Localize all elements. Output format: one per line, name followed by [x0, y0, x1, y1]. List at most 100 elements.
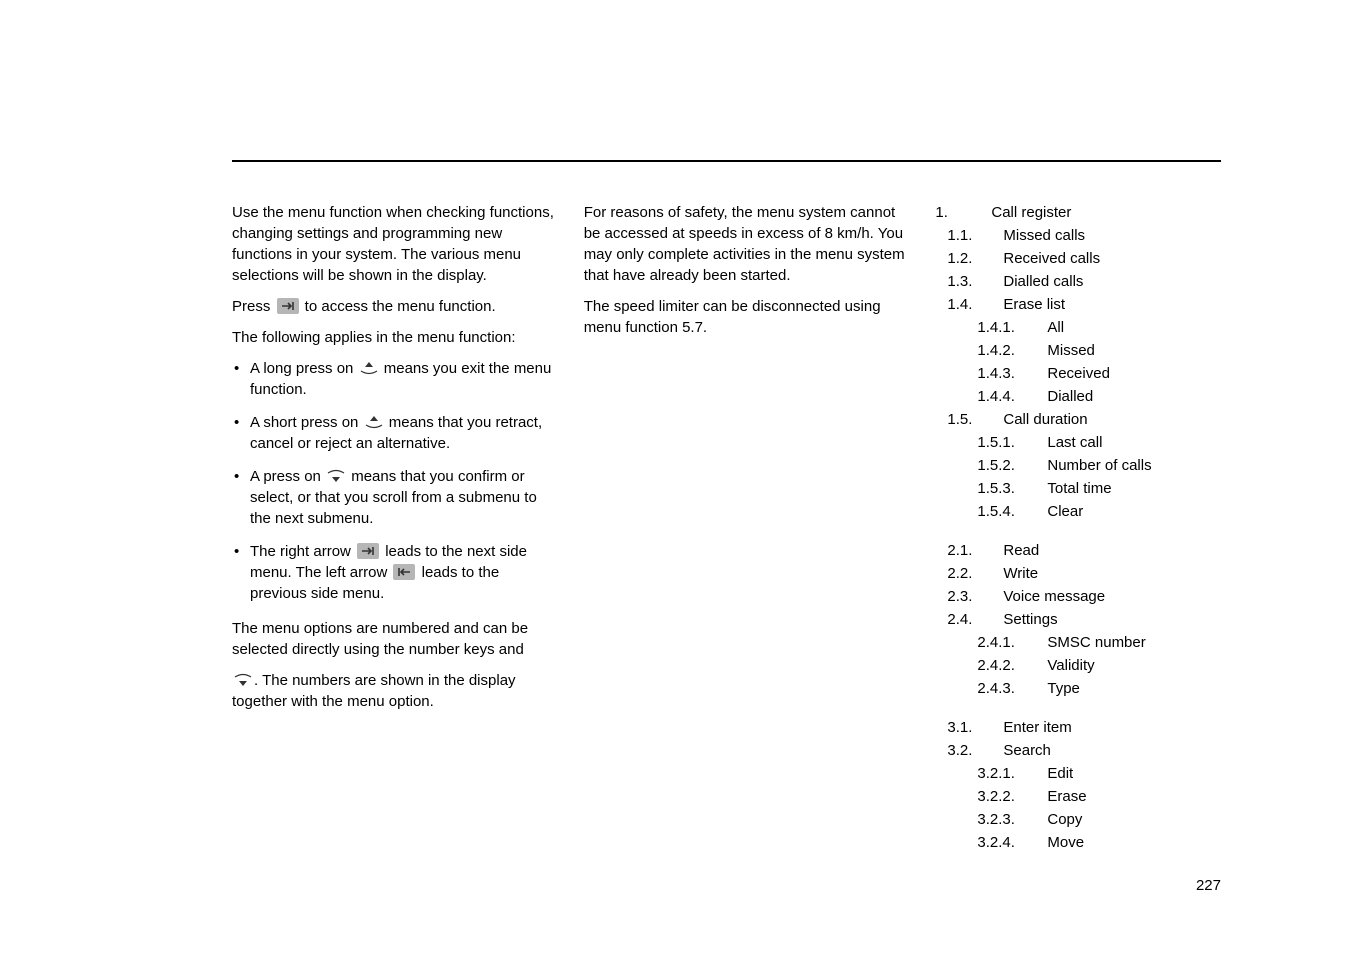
- press-post: to access the menu function.: [301, 298, 496, 315]
- column-3-menu-tree: 1.Call register1.1.Missed calls1.2.Recei…: [935, 202, 1221, 855]
- menu-item-number: 1.5.2.: [977, 455, 1047, 476]
- menu-item: 2.4.Settings: [935, 609, 1221, 630]
- speed-limiter-paragraph: The speed limiter can be disconnected us…: [584, 296, 908, 338]
- menu-item-number: 2.3.: [947, 586, 1003, 607]
- menu-item: 1.5.3.Total time: [935, 478, 1221, 499]
- menu-item: 2.4.1.SMSC number: [935, 632, 1221, 653]
- menu-item-label: Dialled calls: [1003, 271, 1083, 292]
- menu-item-number: 1.5.: [947, 409, 1003, 430]
- press-pre: Press: [232, 298, 275, 315]
- menu-item: 1.2.Received calls: [935, 248, 1221, 269]
- nav-down-icon: [326, 468, 346, 482]
- menu-item: 1.4.2.Missed: [935, 340, 1221, 361]
- bullet-item: A long press on means you exit the menu …: [232, 358, 556, 400]
- bullet-item: A short press on means that you retract,…: [232, 412, 556, 454]
- nav-down-icon: [233, 672, 253, 686]
- menu-item-label: Validity: [1047, 655, 1094, 676]
- menu-item: 3.2.Search: [935, 740, 1221, 761]
- menu-item-label: Move: [1047, 832, 1084, 853]
- menu-item: 3.2.2.Erase: [935, 786, 1221, 807]
- menu-item-number: 1.1.: [947, 225, 1003, 246]
- menu-item: 1.5.2.Number of calls: [935, 455, 1221, 476]
- menu-item-label: Type: [1047, 678, 1080, 699]
- menu-item-number: 1.4.1.: [977, 317, 1047, 338]
- menu-item-label: Total time: [1047, 478, 1111, 499]
- columns: Use the menu function when checking func…: [232, 202, 1221, 855]
- bullet-item: The right arrow leads to the next side m…: [232, 541, 556, 604]
- menu-item-number: 3.2.: [947, 740, 1003, 761]
- menu-item-number: 1.4.3.: [977, 363, 1047, 384]
- menu-item-label: Received: [1047, 363, 1110, 384]
- menu-item: 3.2.3.Copy: [935, 809, 1221, 830]
- nav-up-icon: [359, 360, 379, 374]
- menu-item: 1.4.1.All: [935, 317, 1221, 338]
- intro-paragraph: Use the menu function when checking func…: [232, 202, 556, 286]
- menu-item-number: 3.2.4.: [977, 832, 1047, 853]
- column-2: For reasons of safety, the menu system c…: [584, 202, 908, 855]
- menu-item: 2.2.Write: [935, 563, 1221, 584]
- menu-item: 3.2.4.Move: [935, 832, 1221, 853]
- column-1: Use the menu function when checking func…: [232, 202, 556, 855]
- menu-item: 1.5.Call duration: [935, 409, 1221, 430]
- menu-item-label: Copy: [1047, 809, 1082, 830]
- bullet-list: A long press on means you exit the menu …: [232, 358, 556, 604]
- menu-item-label: Last call: [1047, 432, 1102, 453]
- press-line: Press to access the menu function.: [232, 296, 556, 317]
- menu-item-number: 3.2.2.: [977, 786, 1047, 807]
- menu-item-number: 2.2.: [947, 563, 1003, 584]
- menu-section-gap: [935, 524, 1221, 540]
- menu-item: 1.5.1.Last call: [935, 432, 1221, 453]
- menu-item-label: Received calls: [1003, 248, 1100, 269]
- menu-item-label: Search: [1003, 740, 1051, 761]
- menu-item-label: Erase list: [1003, 294, 1065, 315]
- menu-item-label: Call register: [991, 202, 1071, 223]
- menu-item-number: 1.: [935, 202, 991, 223]
- menu-item-number: 2.4.2.: [977, 655, 1047, 676]
- menu-item-label: Call duration: [1003, 409, 1087, 430]
- menu-item-number: 1.5.3.: [977, 478, 1047, 499]
- menu-item-label: Settings: [1003, 609, 1057, 630]
- menu-section-gap: [935, 701, 1221, 717]
- menu-item-label: Dialled: [1047, 386, 1093, 407]
- menu-item-label: Missed: [1047, 340, 1095, 361]
- right-arrow-icon: [357, 543, 379, 559]
- header-rule: [232, 160, 1221, 162]
- menu-item-number: 2.4.3.: [977, 678, 1047, 699]
- menu-item-number: 1.3.: [947, 271, 1003, 292]
- menu-item-label: Write: [1003, 563, 1038, 584]
- menu-item: 3.2.1.Edit: [935, 763, 1221, 784]
- menu-item-label: Clear: [1047, 501, 1083, 522]
- menu-item-label: Missed calls: [1003, 225, 1085, 246]
- page-number: 227: [1196, 877, 1221, 894]
- menu-item-label: Number of calls: [1047, 455, 1151, 476]
- menu-item: 2.4.2.Validity: [935, 655, 1221, 676]
- nav-up-icon: [364, 414, 384, 428]
- right-arrow-button-icon: [277, 298, 299, 314]
- menu-item-label: Erase: [1047, 786, 1086, 807]
- menu-item-number: 3.2.3.: [977, 809, 1047, 830]
- menu-item-label: Read: [1003, 540, 1039, 561]
- menu-item-number: 1.4.2.: [977, 340, 1047, 361]
- menu-item-number: 3.1.: [947, 717, 1003, 738]
- menu-item-number: 2.1.: [947, 540, 1003, 561]
- shortcut-post: . The numbers are shown in the display t…: [232, 672, 516, 710]
- menu-item: 1.1.Missed calls: [935, 225, 1221, 246]
- menu-item: 1.Call register: [935, 202, 1221, 223]
- menu-item: 2.3.Voice message: [935, 586, 1221, 607]
- shortcut-line-2: . The numbers are shown in the display t…: [232, 670, 556, 712]
- menu-item-number: 1.4.4.: [977, 386, 1047, 407]
- menu-item-label: All: [1047, 317, 1064, 338]
- menu-item: 1.3.Dialled calls: [935, 271, 1221, 292]
- menu-item: 1.4.Erase list: [935, 294, 1221, 315]
- left-arrow-icon: [393, 564, 415, 580]
- menu-item-number: 1.5.4.: [977, 501, 1047, 522]
- menu-item-number: 2.4.1.: [977, 632, 1047, 653]
- following-paragraph: The following applies in the menu functi…: [232, 327, 556, 348]
- menu-item: 1.4.3.Received: [935, 363, 1221, 384]
- safety-paragraph: For reasons of safety, the menu system c…: [584, 202, 908, 286]
- menu-item-number: 2.4.: [947, 609, 1003, 630]
- menu-item-label: Edit: [1047, 763, 1073, 784]
- menu-item-label: Voice message: [1003, 586, 1105, 607]
- menu-item-label: Enter item: [1003, 717, 1071, 738]
- menu-item-number: 1.4.: [947, 294, 1003, 315]
